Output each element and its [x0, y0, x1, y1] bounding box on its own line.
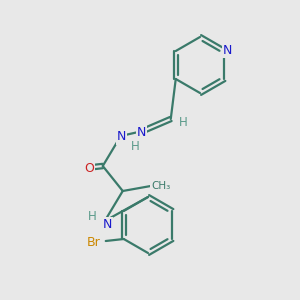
Text: Br: Br: [87, 236, 101, 248]
Text: H: H: [130, 140, 139, 152]
Text: N: N: [223, 44, 232, 56]
Text: O: O: [84, 161, 94, 175]
Text: CH₃: CH₃: [151, 181, 170, 191]
Text: N: N: [103, 218, 112, 230]
Text: N: N: [117, 130, 126, 143]
Text: H: H: [87, 209, 96, 223]
Text: N: N: [137, 125, 146, 139]
Text: H: H: [178, 116, 187, 128]
